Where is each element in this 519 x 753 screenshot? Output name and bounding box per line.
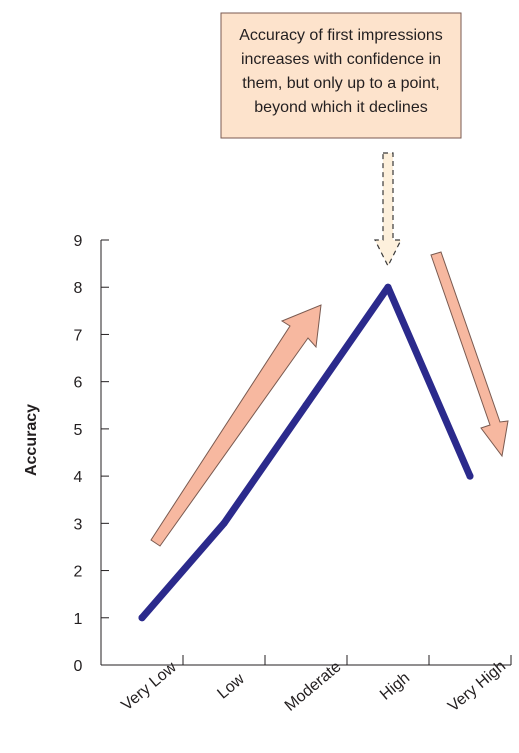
x-tick-label: Low [214, 670, 248, 702]
y-tick-label: 1 [74, 611, 83, 628]
data-point [466, 472, 474, 480]
x-ticks: Very Low Low Moderate High Very High [118, 655, 512, 716]
y-tick-label: 9 [74, 233, 83, 250]
x-tick-label: Very High [445, 658, 509, 716]
x-tick-label: Moderate [282, 658, 345, 715]
y-tick-label: 2 [74, 564, 83, 581]
axes [100, 240, 511, 666]
increase-arrow-icon [150, 304, 322, 547]
callout-box [220, 12, 462, 139]
callout-line-4: beyond which it declines [254, 99, 427, 116]
decrease-arrow-icon [430, 251, 509, 458]
x-tick-label: High [377, 669, 413, 703]
y-tick-label: 4 [74, 469, 83, 486]
callout-line-3: them, but only up to a point, [242, 75, 439, 92]
y-tick-label: 5 [74, 422, 83, 439]
x-tick-label: Very Low [118, 659, 180, 715]
y-tick-label: 3 [74, 516, 83, 533]
y-tick-label: 0 [74, 658, 83, 675]
y-tick-label: 7 [74, 327, 83, 344]
y-axis-title: Accuracy [23, 404, 40, 476]
series-accuracy [138, 283, 474, 622]
y-tick-label: 6 [74, 375, 83, 392]
callout-line-2: increases with confidence in [241, 51, 441, 68]
callout-line-1: Accuracy of first impressions [239, 27, 443, 44]
callout-dashed-arrow [374, 152, 402, 268]
callout-annotation: Accuracy of first impressions increases … [220, 12, 462, 268]
trend-arrows [150, 251, 509, 547]
data-point [302, 401, 310, 409]
data-point [384, 283, 392, 291]
y-tick-label: 8 [74, 280, 83, 297]
data-point [220, 519, 228, 527]
y-ticks: 0 1 2 3 4 5 6 7 8 9 [74, 233, 109, 675]
data-point [138, 614, 146, 622]
